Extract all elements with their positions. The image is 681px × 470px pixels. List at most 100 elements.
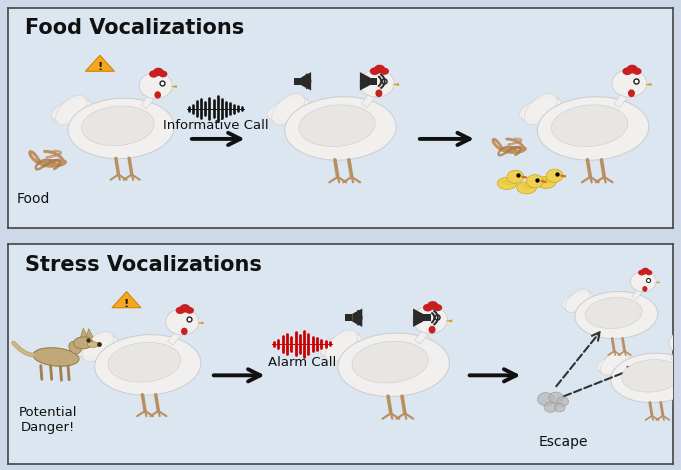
Polygon shape — [614, 90, 631, 108]
Circle shape — [631, 271, 656, 292]
Ellipse shape — [320, 334, 362, 357]
Ellipse shape — [611, 353, 681, 403]
Ellipse shape — [338, 333, 449, 397]
Circle shape — [139, 72, 172, 99]
Wedge shape — [197, 321, 204, 324]
Circle shape — [638, 270, 646, 275]
Ellipse shape — [565, 289, 590, 313]
Ellipse shape — [272, 94, 304, 125]
Ellipse shape — [537, 97, 649, 160]
Ellipse shape — [51, 99, 91, 121]
Circle shape — [185, 307, 194, 314]
Circle shape — [544, 402, 557, 412]
Ellipse shape — [80, 334, 116, 360]
Circle shape — [433, 304, 442, 311]
Wedge shape — [445, 320, 452, 322]
Circle shape — [554, 403, 565, 412]
Circle shape — [546, 169, 563, 182]
Ellipse shape — [322, 332, 360, 359]
Ellipse shape — [642, 286, 648, 292]
Ellipse shape — [517, 182, 537, 194]
Circle shape — [370, 67, 379, 75]
Ellipse shape — [622, 360, 681, 392]
Ellipse shape — [541, 177, 554, 184]
Ellipse shape — [82, 332, 114, 361]
Wedge shape — [392, 83, 399, 86]
Ellipse shape — [69, 341, 82, 354]
Ellipse shape — [522, 183, 535, 189]
Text: Informative Call: Informative Call — [163, 119, 268, 133]
Text: Food: Food — [17, 192, 50, 206]
Ellipse shape — [78, 336, 118, 358]
Circle shape — [622, 67, 632, 75]
Ellipse shape — [575, 291, 658, 339]
Polygon shape — [168, 328, 185, 345]
Text: Potential
Danger!: Potential Danger! — [19, 406, 78, 434]
Polygon shape — [632, 287, 645, 299]
Ellipse shape — [597, 354, 630, 372]
Circle shape — [374, 65, 385, 73]
Circle shape — [549, 392, 563, 403]
Text: Escape: Escape — [539, 435, 588, 449]
FancyBboxPatch shape — [423, 314, 430, 321]
Polygon shape — [413, 308, 423, 327]
Ellipse shape — [537, 176, 556, 188]
Circle shape — [165, 309, 199, 335]
Polygon shape — [352, 308, 362, 327]
Circle shape — [537, 392, 554, 406]
Text: Food Vocalizations: Food Vocalizations — [25, 18, 244, 39]
FancyBboxPatch shape — [294, 78, 301, 85]
Ellipse shape — [552, 105, 628, 147]
Ellipse shape — [56, 95, 87, 125]
Ellipse shape — [285, 97, 396, 160]
Circle shape — [669, 332, 681, 353]
Ellipse shape — [628, 89, 635, 97]
Wedge shape — [654, 282, 660, 283]
Text: Stress Vocalizations: Stress Vocalizations — [25, 255, 262, 275]
Ellipse shape — [586, 298, 642, 329]
Ellipse shape — [562, 292, 593, 309]
Polygon shape — [360, 72, 370, 91]
Polygon shape — [141, 92, 158, 109]
Circle shape — [627, 65, 637, 73]
Ellipse shape — [375, 89, 382, 97]
Ellipse shape — [502, 179, 515, 185]
FancyBboxPatch shape — [370, 78, 377, 85]
Ellipse shape — [524, 94, 557, 125]
Circle shape — [646, 270, 652, 275]
Circle shape — [153, 68, 163, 76]
Circle shape — [427, 301, 439, 310]
Ellipse shape — [267, 98, 309, 121]
Ellipse shape — [563, 290, 592, 311]
Ellipse shape — [87, 342, 99, 347]
Polygon shape — [112, 292, 141, 308]
Circle shape — [159, 70, 168, 78]
Ellipse shape — [74, 337, 93, 349]
Ellipse shape — [428, 326, 436, 334]
Ellipse shape — [299, 105, 375, 147]
Ellipse shape — [108, 342, 180, 382]
Ellipse shape — [522, 95, 560, 123]
Ellipse shape — [599, 352, 629, 374]
Ellipse shape — [601, 351, 626, 375]
Ellipse shape — [325, 330, 358, 361]
Ellipse shape — [95, 335, 201, 395]
Ellipse shape — [33, 348, 79, 366]
Text: Alarm Call: Alarm Call — [268, 356, 336, 369]
Circle shape — [556, 397, 569, 406]
Text: !: ! — [97, 62, 103, 72]
Ellipse shape — [68, 98, 174, 159]
Circle shape — [413, 306, 447, 334]
Circle shape — [360, 70, 394, 97]
Circle shape — [642, 268, 650, 274]
Circle shape — [423, 304, 432, 312]
Polygon shape — [80, 328, 88, 337]
Wedge shape — [170, 85, 177, 88]
Circle shape — [507, 170, 524, 183]
Polygon shape — [671, 348, 681, 361]
Circle shape — [677, 330, 681, 337]
Wedge shape — [645, 83, 652, 86]
Ellipse shape — [181, 328, 188, 335]
Ellipse shape — [155, 91, 161, 99]
Text: !: ! — [124, 298, 129, 309]
